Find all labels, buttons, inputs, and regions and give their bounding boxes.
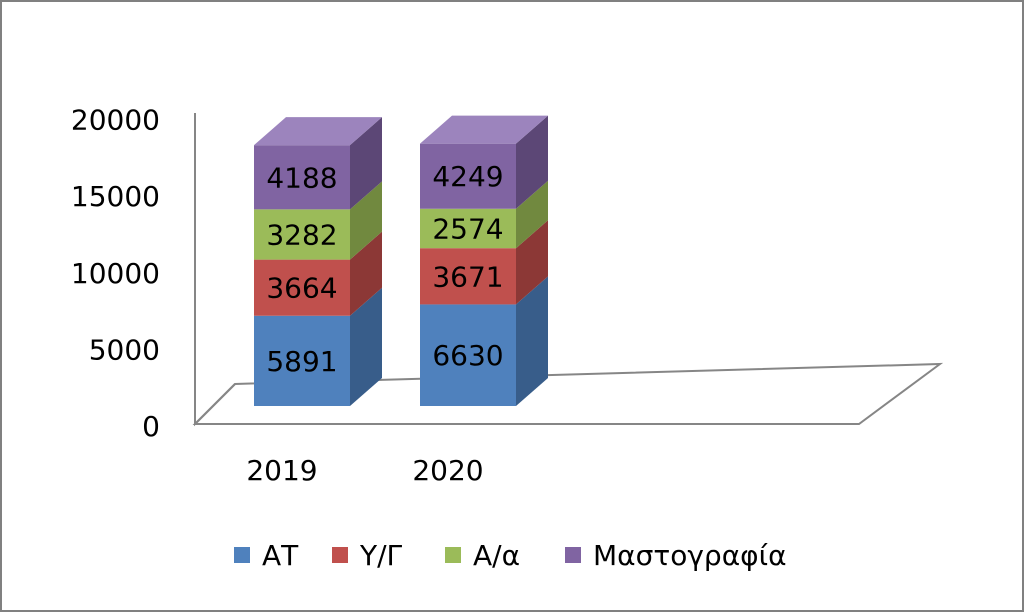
legend-entry-label: Α/α: [473, 539, 520, 572]
bar-side-3: [350, 181, 382, 260]
legend-entry-label: ΑΤ: [262, 539, 299, 572]
x-axis-categories: 2019 2020: [246, 454, 483, 487]
bar-segment: [420, 143, 516, 209]
back-wall: [194, 113, 236, 427]
data-label: 3282: [266, 218, 337, 251]
y-tick-label: 20000: [71, 104, 160, 137]
bar-side-1: [350, 287, 382, 406]
bar-stack-2019: 5891 3664 3282 4188: [254, 117, 382, 406]
data-label: 6630: [432, 339, 503, 372]
y-axis-ticks: 0 5000 10000 15000 20000: [71, 104, 160, 443]
x-category-label: 2019: [246, 454, 317, 487]
data-label: 4249: [432, 160, 503, 193]
data-label: 4188: [266, 161, 337, 194]
bar-segment: [254, 145, 350, 210]
bar-top: [420, 115, 548, 144]
bar-side-2: [516, 220, 548, 305]
y-tick-label: 0: [142, 410, 160, 443]
legend-swatch: [565, 547, 581, 563]
bar-top: [254, 117, 382, 146]
bar-segment: [420, 304, 516, 406]
bar-side-3: [516, 180, 548, 249]
y-tick-label: 5000: [89, 333, 160, 366]
bar-side-1: [516, 276, 548, 406]
legend-entry-label: Υ/Γ: [359, 539, 403, 572]
chart-floor: [192, 362, 944, 425]
bar-segment: [420, 248, 516, 305]
legend: ΑΤ Υ/Γ Α/α Μαστογραφία: [234, 539, 787, 572]
bar-side-2: [350, 231, 382, 316]
bar-segment: [254, 209, 350, 260]
data-label: 2574: [432, 212, 503, 245]
bar-segment: [254, 259, 350, 316]
data-label: 5891: [266, 345, 337, 378]
bar-side-4: [516, 115, 548, 209]
y-tick-label: 15000: [71, 180, 160, 213]
data-label: 3664: [266, 272, 337, 305]
y-tick-label: 10000: [71, 257, 160, 290]
data-label: 3671: [432, 260, 503, 293]
bars-layer: 5891 3664 3282 4188 6630 3671 2574 4249: [254, 115, 548, 406]
x-category-label: 2020: [412, 454, 483, 487]
legend-entry-label: Μαστογραφία: [593, 539, 787, 572]
legend-swatch: [234, 547, 250, 563]
bar-stack-2020: 6630 3671 2574 4249: [420, 115, 548, 406]
bar-segment: [254, 315, 350, 406]
bar-side-4: [350, 117, 382, 210]
legend-swatch: [445, 547, 461, 563]
legend-swatch: [332, 547, 348, 563]
axes-layer: [192, 113, 944, 427]
bar-segment: [420, 208, 516, 249]
